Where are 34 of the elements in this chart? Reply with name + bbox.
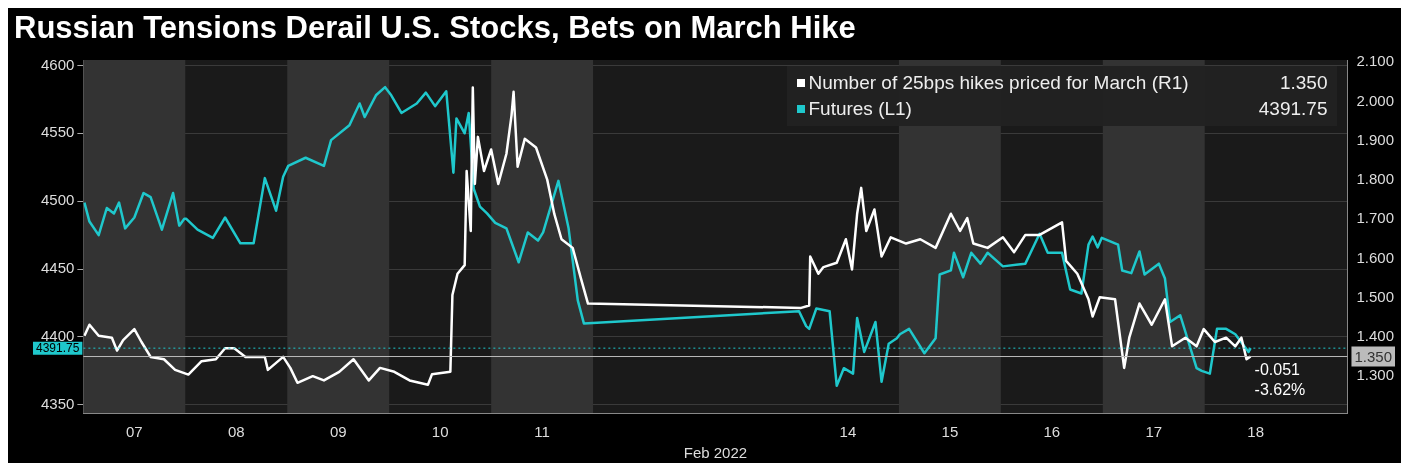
x-tick-label: 11 — [534, 423, 550, 441]
y2-tick-label: 1.500 — [1356, 287, 1395, 305]
x-tick-label: 09 — [329, 423, 347, 441]
y-tick-label: 4500 — [40, 191, 75, 209]
x-tick-label: 15 — [941, 423, 959, 441]
annotation: -3.62% — [1254, 380, 1306, 398]
x-tick-label: 10 — [431, 423, 449, 441]
y2-tick-label: 1.900 — [1356, 130, 1395, 148]
x-tick-label: 17 — [1145, 423, 1163, 441]
x-axis-title: Feb 2022 — [683, 444, 748, 462]
y2-tick-label: 1.400 — [1356, 327, 1395, 345]
text: 4391.75 — [1258, 98, 1328, 119]
y-tick-label: 4600 — [40, 55, 75, 73]
legend-label: Futures (L1) — [808, 97, 912, 121]
y2-tick-label: 1.800 — [1356, 170, 1395, 188]
text: 1.350 — [1279, 72, 1328, 93]
ref-line-label: 4391.75 — [35, 341, 80, 356]
y2-tick-label: 2.100 — [1356, 52, 1395, 70]
y2-tick-label: 2.000 — [1356, 91, 1395, 109]
x-tick-label: 07 — [126, 423, 143, 441]
chart-title: Russian Tensions Derail U.S. Stocks, Bets on March Hike — [13, 9, 857, 47]
y-tick-label: 4550 — [40, 123, 75, 141]
x-tick-label: 16 — [1043, 423, 1061, 441]
x-tick-label: 14 — [839, 423, 857, 441]
y2-tick-label: 1.300 — [1356, 366, 1395, 384]
legend-label: Number of 25bps hikes priced for March (R1) — [808, 71, 1189, 95]
annotation: -0.051 — [1254, 360, 1301, 378]
y-tick-label: 4350 — [40, 394, 75, 412]
ref-line-label: 1.350 — [1354, 347, 1393, 365]
x-tick-label: 18 — [1247, 423, 1265, 441]
x-tick-label: 08 — [227, 423, 245, 441]
y2-tick-label: 1.700 — [1356, 209, 1395, 227]
y-tick-label: 4450 — [40, 259, 75, 277]
y2-tick-label: 1.600 — [1356, 248, 1395, 266]
